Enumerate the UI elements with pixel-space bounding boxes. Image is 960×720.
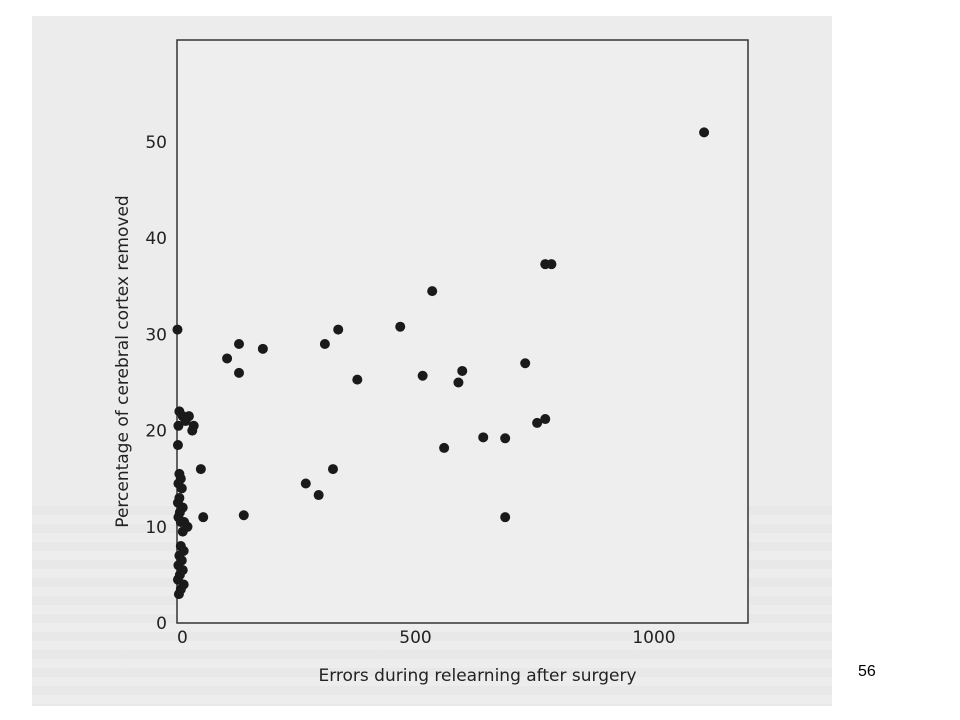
scatter-point: [173, 420, 184, 431]
scatter-point: [352, 374, 363, 385]
scatter-point: [176, 483, 187, 494]
x-tick-label: 0: [177, 628, 188, 648]
data-points: [172, 127, 710, 600]
scatter-point: [177, 526, 188, 537]
scatter-point: [319, 339, 330, 350]
scatter-point: [300, 478, 311, 489]
x-axis-label: Errors during relearning after surgery: [318, 666, 636, 686]
scatter-point: [222, 353, 233, 364]
scatter-point: [457, 365, 468, 376]
scatter-point: [699, 127, 710, 138]
scatter-point: [478, 432, 489, 443]
y-tick-label: 40: [145, 229, 167, 249]
x-tick-label: 500: [399, 628, 431, 648]
y-tick-label: 10: [145, 518, 167, 538]
scatter-point: [546, 259, 557, 270]
scatter-point: [238, 510, 249, 521]
y-tick-label: 50: [145, 133, 167, 153]
scatter-point: [395, 321, 406, 332]
scatter-point: [172, 440, 183, 451]
scatter-point: [173, 589, 184, 600]
scatter-point: [234, 339, 245, 350]
scatter-point: [333, 324, 344, 335]
scatter-point: [172, 324, 183, 335]
plot-area: [176, 39, 749, 624]
scatter-point: [234, 367, 245, 378]
scatter-point: [540, 414, 551, 425]
scatter-point: [532, 417, 543, 428]
scatter-point: [313, 490, 324, 501]
x-tick-label: 1000: [632, 628, 675, 648]
scatter-point: [327, 464, 338, 475]
scatter-point: [195, 464, 206, 475]
y-axis-label: Percentage of cerebral cortex removed: [113, 195, 133, 527]
scatter-point: [500, 433, 511, 444]
scatter-point: [198, 512, 209, 523]
slide-number: 56: [858, 663, 876, 680]
scatter-point: [453, 377, 464, 388]
scatter-point: [417, 370, 428, 381]
y-tick-label: 30: [145, 325, 167, 345]
y-tick-label: 0: [156, 614, 167, 634]
scatter-point: [180, 415, 191, 426]
y-tick-label: 20: [145, 422, 167, 442]
scatter-point: [520, 358, 531, 369]
scatter-point: [439, 442, 450, 453]
scatter-point: [187, 425, 198, 436]
scatter-point: [427, 286, 438, 297]
scatter-point: [500, 512, 511, 523]
scatter-point: [257, 343, 268, 354]
scanned-figure: 0 10 20 30 40 50 0 500 1000 Errors during relear…: [32, 16, 832, 706]
